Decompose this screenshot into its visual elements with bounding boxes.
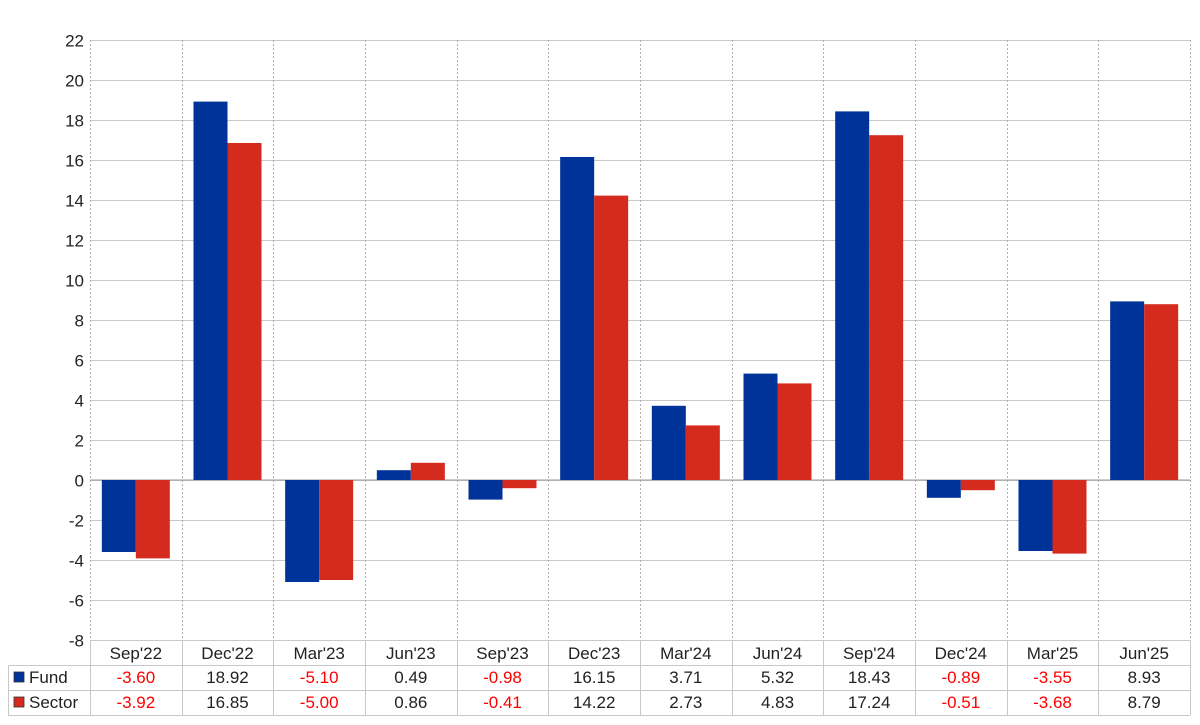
data-label-fund: 3.71 xyxy=(669,668,702,687)
y-tick-label: 8 xyxy=(75,312,84,331)
legend-label-sector: Sector xyxy=(29,693,78,712)
data-label-fund: -5.10 xyxy=(300,668,339,687)
data-label-fund: 5.32 xyxy=(761,668,794,687)
bar-sector xyxy=(594,195,629,480)
x-tick-label: Mar'24 xyxy=(660,644,711,663)
x-tick-label: Mar'25 xyxy=(1027,644,1078,663)
y-tick-label: 12 xyxy=(65,232,84,251)
legend-swatch-sector xyxy=(13,696,25,708)
grid xyxy=(90,40,1191,641)
data-label-sector: -0.41 xyxy=(483,693,522,712)
y-tick-label: 10 xyxy=(65,272,84,291)
x-tick-label: Jun'25 xyxy=(1119,644,1169,663)
x-tick-label: Sep'24 xyxy=(843,644,895,663)
bar-sector xyxy=(227,143,262,480)
x-tick-label: Jun'23 xyxy=(386,644,436,663)
bar-fund xyxy=(1110,301,1145,480)
bar-sector xyxy=(1144,304,1179,480)
bar-sector xyxy=(869,135,904,480)
y-tick-label: 18 xyxy=(65,112,84,131)
bar-fund xyxy=(376,470,411,480)
bar-fund xyxy=(285,480,320,582)
bar-sector xyxy=(410,462,445,480)
y-tick-label: 2 xyxy=(75,432,84,451)
bar-sector xyxy=(960,480,995,491)
data-label-sector: 14.22 xyxy=(573,693,616,712)
data-label-sector: -0.51 xyxy=(941,693,980,712)
data-table: Sep'22 Dec'22 Mar'23 Jun'23 Sep'23 Dec'23 Mar'… xyxy=(8,640,1191,716)
x-tick-label: Dec'22 xyxy=(201,644,253,663)
y-tick-label: 20 xyxy=(65,72,84,91)
data-label-fund: 8.93 xyxy=(1128,668,1161,687)
data-label-fund: -0.98 xyxy=(483,668,522,687)
data-label-sector: 17.24 xyxy=(848,693,891,712)
bar-fund xyxy=(1018,480,1053,551)
data-label-sector: 0.86 xyxy=(394,693,427,712)
bar-fund xyxy=(651,405,686,480)
y-tick-label: 14 xyxy=(65,192,84,211)
bar-fund xyxy=(926,480,961,498)
x-tick-label: Sep'23 xyxy=(476,644,528,663)
data-label-fund: -3.60 xyxy=(116,668,155,687)
data-label-fund: -0.89 xyxy=(941,668,980,687)
data-label-fund: 0.49 xyxy=(394,668,427,687)
data-label-fund: 18.43 xyxy=(848,668,891,687)
bar-sector xyxy=(1052,480,1087,554)
data-label-sector: 16.85 xyxy=(206,693,249,712)
y-tick-label: 4 xyxy=(75,392,84,411)
bar-fund xyxy=(468,480,503,500)
bar-sector xyxy=(777,383,812,480)
bars xyxy=(101,101,1179,582)
legend-label-fund: Fund xyxy=(29,668,68,687)
bar-fund xyxy=(193,101,228,480)
data-label-sector: -5.00 xyxy=(300,693,339,712)
data-label-sector: 4.83 xyxy=(761,693,794,712)
bar-fund xyxy=(101,480,136,552)
y-tick-label: 22 xyxy=(65,32,84,51)
y-tick-label: 0 xyxy=(75,472,84,491)
data-label-fund: -3.55 xyxy=(1033,668,1072,687)
x-tick-label: Dec'23 xyxy=(568,644,620,663)
bar-sector xyxy=(502,480,537,489)
x-tick-label: Mar'23 xyxy=(293,644,344,663)
data-label-sector: -3.92 xyxy=(116,693,155,712)
y-tick-label: -8 xyxy=(69,632,84,651)
bar-sector xyxy=(135,480,170,559)
bar-sector xyxy=(319,480,354,580)
y-tick-label: -4 xyxy=(69,552,84,571)
data-label-fund: 16.15 xyxy=(573,668,616,687)
bar-fund xyxy=(743,373,778,480)
y-tick-label: -2 xyxy=(69,512,84,531)
bar-sector xyxy=(685,425,720,480)
x-tick-label: Sep'22 xyxy=(110,644,162,663)
bar-fund xyxy=(835,111,870,481)
y-axis: -8 -6 -4 -2 0 2 4 6 8 10 12 14 16 18 20 22 xyxy=(65,32,84,651)
data-label-sector: -3.68 xyxy=(1033,693,1072,712)
legend-swatch-fund xyxy=(13,671,25,683)
bar-fund xyxy=(560,157,595,480)
data-label-fund: 18.92 xyxy=(206,668,249,687)
data-label-sector: 8.79 xyxy=(1128,693,1161,712)
y-tick-label: 6 xyxy=(75,352,84,371)
data-label-sector: 2.73 xyxy=(669,693,702,712)
y-tick-label: -6 xyxy=(69,592,84,611)
x-tick-label: Jun'24 xyxy=(753,644,803,663)
y-tick-label: 16 xyxy=(65,152,84,171)
x-tick-label: Dec'24 xyxy=(935,644,987,663)
